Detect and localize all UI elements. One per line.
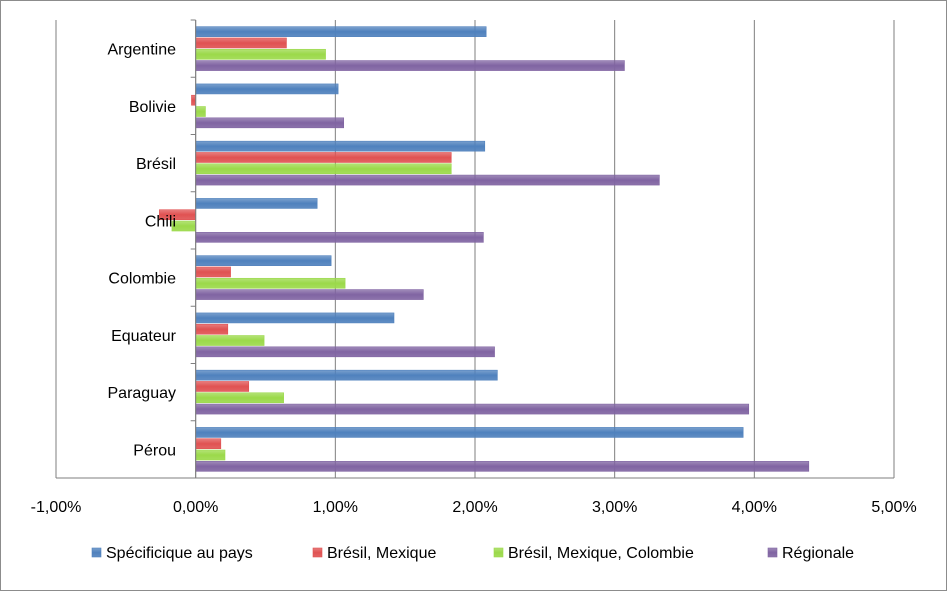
- y-tick-label-perou: Pérou: [133, 442, 176, 459]
- x-tick-label: 2,00%: [452, 499, 497, 516]
- legend: Spécificique au pays Brésil, Mexique Brési…: [91, 545, 854, 562]
- x-tick-label: 1,00%: [313, 499, 358, 516]
- bar-paraguay-bresil-mexique: [195, 381, 250, 392]
- legend-swatch-bresil-mexique-colombie: [493, 547, 504, 558]
- bar-colombie-bresil-mexique: [195, 266, 231, 278]
- bar-perou-regionale: [195, 461, 810, 472]
- bar-bresil-regionale: [195, 174, 660, 186]
- bar-argentine-bresil-mexique-colombie: [195, 48, 326, 60]
- legend-swatch-bresil-mexique: [312, 547, 323, 558]
- bar-bolivie-specificique-au-pays: [195, 83, 339, 95]
- x-tick-label: 4,00%: [732, 499, 777, 516]
- bar-bresil-bresil-mexique-colombie: [195, 163, 452, 175]
- bar-colombie-bresil-mexique-colombie: [195, 277, 346, 289]
- bar-argentine-specificique-au-pays: [195, 26, 487, 37]
- bar-perou-specificique-au-pays: [195, 427, 744, 438]
- y-tick-label-colombie: Colombie: [108, 271, 176, 288]
- y-tick-label-equateur: Equateur: [111, 328, 177, 345]
- bar-chili-regionale: [195, 232, 484, 243]
- legend-swatch-specificique-au-pays: [91, 547, 102, 558]
- bar-equateur-bresil-mexique: [195, 323, 229, 335]
- x-tick-label: 5,00%: [871, 499, 916, 516]
- bar-bresil-bresil-mexique: [195, 152, 452, 163]
- bar-bolivie-regionale: [195, 117, 345, 129]
- x-tick-label: 0,00%: [173, 499, 218, 516]
- legend-label-bresil-mexique: Brésil, Mexique: [327, 545, 436, 562]
- bar-equateur-bresil-mexique-colombie: [195, 335, 265, 346]
- bar-chili-specificique-au-pays: [195, 198, 318, 209]
- bar-paraguay-bresil-mexique-colombie: [195, 392, 284, 404]
- bar-equateur-specificique-au-pays: [195, 312, 395, 324]
- x-tick-label: -1,00%: [31, 499, 82, 516]
- bars: [159, 26, 810, 472]
- legend-label-bresil-mexique-colombie: Brésil, Mexique, Colombie: [508, 545, 694, 562]
- bar-paraguay-specificique-au-pays: [195, 369, 498, 381]
- legend-swatch-regionale: [767, 547, 778, 558]
- legend-label-regionale: Régionale: [782, 545, 854, 562]
- bar-perou-bresil-mexique: [195, 438, 222, 450]
- bar-colombie-specificique-au-pays: [195, 255, 332, 266]
- bar-paraguay-regionale: [195, 403, 750, 415]
- bar-argentine-regionale: [195, 60, 625, 71]
- y-tick-label-paraguay: Paraguay: [108, 385, 177, 402]
- y-tick-label-chili: Chili: [145, 213, 176, 230]
- y-tick-label-bolivie: Bolivie: [129, 99, 176, 116]
- bar-colombie-regionale: [195, 289, 424, 300]
- legend-label-specificique-au-pays: Spécificique au pays: [106, 545, 253, 562]
- bar-bolivie-bresil-mexique: [191, 94, 196, 106]
- y-tick-label-bresil: Brésil: [136, 156, 176, 173]
- bar-bresil-specificique-au-pays: [195, 140, 486, 152]
- tick-labels: -1,00% 0,00% 1,00% 2,00% 3,00% 4,00% 5,00% Arge…: [31, 42, 917, 516]
- bar-argentine-bresil-mexique: [195, 37, 287, 49]
- axes: [56, 19, 894, 479]
- bar-bolivie-bresil-mexique-colombie: [195, 106, 206, 117]
- bar-equateur-regionale: [195, 346, 495, 358]
- y-tick-label-argentine: Argentine: [108, 42, 177, 59]
- bar-perou-bresil-mexique-colombie: [195, 449, 226, 461]
- x-tick-label: 3,00%: [592, 499, 637, 516]
